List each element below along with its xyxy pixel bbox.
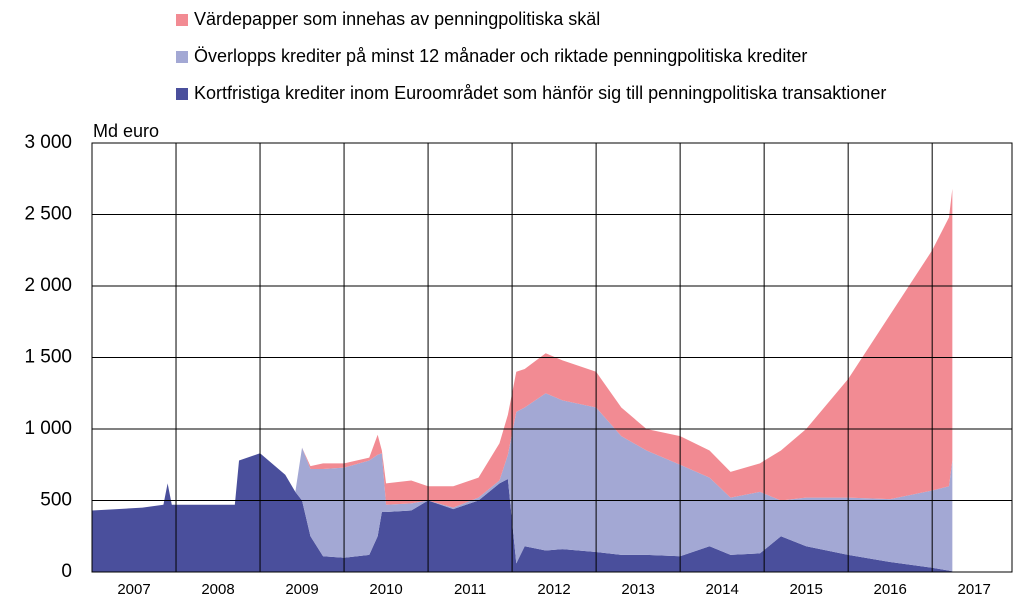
legend-swatch bbox=[176, 51, 188, 63]
x-tick-label: 2012 bbox=[537, 581, 570, 598]
legend-swatch bbox=[176, 14, 188, 26]
x-tick-label: 2017 bbox=[958, 581, 991, 598]
area bbox=[92, 453, 953, 572]
y-tick-label: 3 000 bbox=[24, 132, 72, 153]
y-tick-label: 1 500 bbox=[24, 347, 72, 368]
x-tick-label: 2008 bbox=[201, 581, 234, 598]
x-tick-label: 2013 bbox=[621, 581, 654, 598]
area bbox=[92, 188, 953, 511]
legend-label: Värdepapper som innehas av penningpoliti… bbox=[194, 9, 600, 29]
legend-label: Kortfristiga krediter inom Euroområdet s… bbox=[194, 83, 886, 103]
x-tick-label: 2009 bbox=[285, 581, 318, 598]
x-tick-label: 2010 bbox=[369, 581, 402, 598]
y-tick-label: 0 bbox=[61, 561, 72, 582]
legend-label: Överlopps krediter på minst 12 månader o… bbox=[194, 46, 807, 66]
x-tick-label: 2015 bbox=[789, 581, 822, 598]
x-tick-label: 2014 bbox=[705, 581, 738, 598]
y-tick-label: 1 000 bbox=[24, 418, 72, 439]
x-tick-label: 2007 bbox=[117, 581, 150, 598]
plot-frame bbox=[91, 142, 1013, 573]
x-tick-label: 2016 bbox=[873, 581, 906, 598]
y-axis-label: Md euro bbox=[93, 121, 159, 141]
x-tick-label: 2011 bbox=[454, 581, 486, 598]
y-tick-label: 500 bbox=[40, 490, 72, 511]
y-tick-label: 2 000 bbox=[24, 275, 72, 296]
y-tick-label: 2 500 bbox=[24, 204, 72, 225]
area bbox=[92, 393, 953, 572]
legend-swatch bbox=[176, 88, 188, 100]
